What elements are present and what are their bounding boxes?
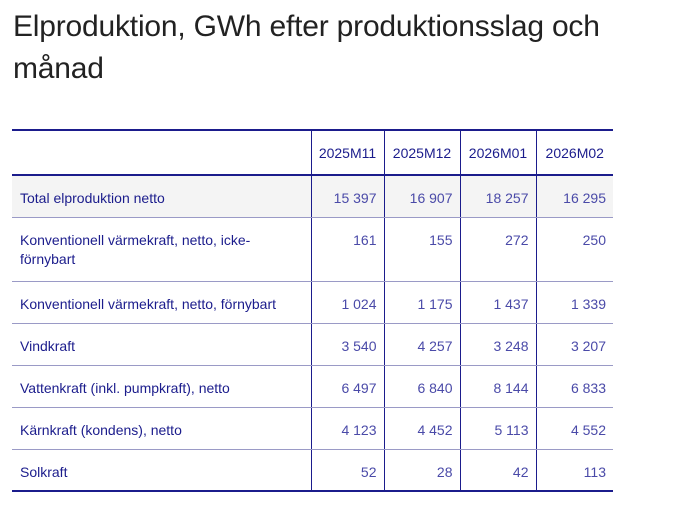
page-title: Elproduktion, GWh efter produktionsslag … <box>13 10 600 85</box>
column-header: 2026M01 <box>459 129 536 176</box>
value-cell: 52 <box>310 449 384 492</box>
table-header-row: 2025M11 2025M12 2026M01 2026M02 <box>12 129 613 176</box>
row-label: Konventionell värmekraft, netto, icke-fö… <box>12 217 311 282</box>
header-corner-cell <box>12 129 311 176</box>
value-cell: 8 144 <box>459 365 536 408</box>
value-cell: 1 024 <box>310 281 384 324</box>
table-row: Konventionell värmekraft, netto, icke-fö… <box>12 217 613 282</box>
row-label: Vindkraft <box>12 323 311 366</box>
row-label: Total elproduktion netto <box>12 175 311 218</box>
column-header: 2025M12 <box>383 129 460 176</box>
table-row: Kärnkraft (kondens), netto 4 123 4 452 5… <box>12 407 613 450</box>
data-table: 2025M11 2025M12 2026M01 2026M02 Total el… <box>12 129 613 492</box>
value-cell: 16 295 <box>535 175 613 218</box>
value-cell: 1 175 <box>383 281 460 324</box>
value-cell: 3 540 <box>310 323 384 366</box>
value-cell: 16 907 <box>383 175 460 218</box>
value-cell: 42 <box>459 449 536 492</box>
value-cell: 5 113 <box>459 407 536 450</box>
row-label: Vattenkraft (inkl. pumpkraft), netto <box>12 365 311 408</box>
value-cell: 4 123 <box>310 407 384 450</box>
value-cell: 155 <box>383 217 460 282</box>
row-label: Konventionell värmekraft, netto, förnyba… <box>12 281 311 324</box>
value-cell: 161 <box>310 217 384 282</box>
value-cell: 28 <box>383 449 460 492</box>
row-label: Solkraft <box>12 449 311 492</box>
value-cell: 4 257 <box>383 323 460 366</box>
column-header: 2026M02 <box>535 129 613 176</box>
value-cell: 272 <box>459 217 536 282</box>
value-cell: 15 397 <box>310 175 384 218</box>
table-row: Total elproduktion netto 15 397 16 907 1… <box>12 175 613 218</box>
table-row: Vindkraft 3 540 4 257 3 248 3 207 <box>12 323 613 366</box>
value-cell: 6 840 <box>383 365 460 408</box>
value-cell: 3 207 <box>535 323 613 366</box>
column-header: 2025M11 <box>310 129 384 176</box>
table-row: Vattenkraft (inkl. pumpkraft), netto 6 4… <box>12 365 613 408</box>
value-cell: 6 833 <box>535 365 613 408</box>
value-cell: 250 <box>535 217 613 282</box>
table-row: Konventionell värmekraft, netto, förnyba… <box>12 281 613 324</box>
value-cell: 4 452 <box>383 407 460 450</box>
value-cell: 18 257 <box>459 175 536 218</box>
value-cell: 1 339 <box>535 281 613 324</box>
value-cell: 113 <box>535 449 613 492</box>
value-cell: 1 437 <box>459 281 536 324</box>
value-cell: 3 248 <box>459 323 536 366</box>
value-cell: 4 552 <box>535 407 613 450</box>
table-row: Solkraft 52 28 42 113 <box>12 449 613 492</box>
value-cell: 6 497 <box>310 365 384 408</box>
row-label: Kärnkraft (kondens), netto <box>12 407 311 450</box>
